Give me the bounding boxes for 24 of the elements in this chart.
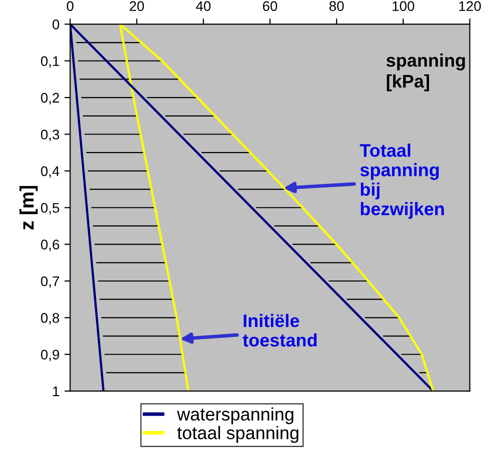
x-tick-label: 60 xyxy=(262,1,278,12)
x-tick-label: 40 xyxy=(196,1,211,12)
y-tick-label: 0,3 xyxy=(40,130,60,142)
x-tick-label: 80 xyxy=(329,1,344,12)
annotation: Initiële toestand xyxy=(242,314,317,347)
x-tick-label: 100 xyxy=(392,1,414,12)
y-tick-label: 0,8 xyxy=(40,313,60,324)
y-tick-label: 0,2 xyxy=(40,92,60,104)
y-tick-label: 0,1 xyxy=(40,56,60,68)
y-axis-title: z [m] xyxy=(20,186,38,230)
y-tick-label: 0,9 xyxy=(40,350,60,362)
x-tick-label: 0 xyxy=(66,1,74,12)
x-tick-label: 120 xyxy=(459,1,481,12)
x-tick-label: 20 xyxy=(130,1,144,12)
y-tick-label: 0,7 xyxy=(40,276,60,288)
legend-label: waterspanning xyxy=(177,407,294,424)
legend-label: totaal spanning xyxy=(177,426,298,443)
y-tick-label: 0 xyxy=(52,20,60,30)
y-tick-label: 0,5 xyxy=(40,202,60,214)
annotation: Totaal spanning bij bezwijken xyxy=(360,144,444,219)
y-tick-label: 0,6 xyxy=(40,240,60,252)
y-tick-label: 1 xyxy=(53,386,60,396)
y-tick-label: 0,4 xyxy=(40,166,60,178)
x-axis-title: spanning [kPa] xyxy=(386,54,465,92)
